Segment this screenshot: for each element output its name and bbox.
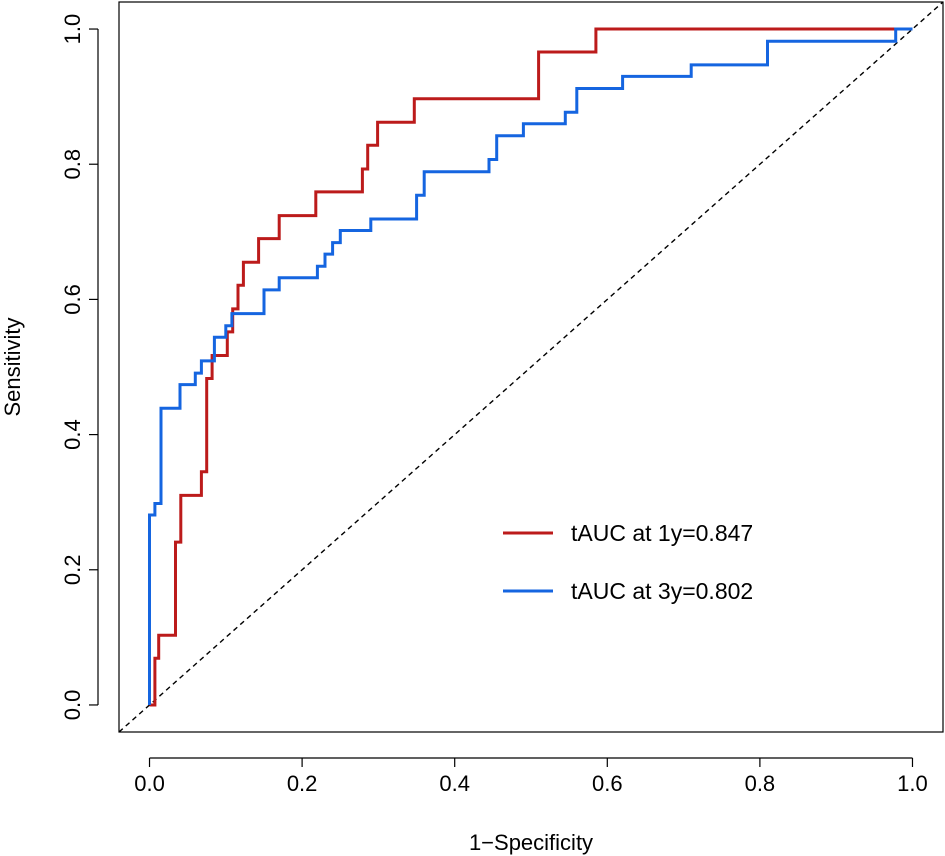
x-tick-label: 0.0 — [134, 771, 165, 796]
y-tick-label: 0.0 — [60, 690, 85, 721]
plot-area — [118, 1, 944, 733]
x-tick-label: 1.0 — [897, 771, 928, 796]
legend-label-3y: tAUC at 3y=0.802 — [571, 578, 753, 604]
legend-label-1y: tAUC at 1y=0.847 — [571, 520, 753, 546]
y-axis-title: Sensitivity — [0, 317, 25, 416]
x-tick-label: 0.6 — [592, 771, 623, 796]
y-tick-label: 0.2 — [60, 554, 85, 585]
roc-curve-1y — [149, 27, 913, 707]
reference-diagonal — [118, 1, 944, 733]
y-tick-label: 0.4 — [60, 419, 85, 450]
y-tick-label: 1.0 — [60, 14, 85, 45]
roc-curve-3y — [148, 27, 913, 705]
y-tick-label: 0.8 — [60, 149, 85, 180]
y-tick-label: 0.6 — [60, 284, 85, 315]
legend: tAUC at 1y=0.847 tAUC at 3y=0.802 — [503, 520, 753, 604]
x-tick-label: 0.4 — [439, 771, 470, 796]
x-tick-label: 0.8 — [745, 771, 776, 796]
plot-frame — [118, 1, 944, 733]
x-axis-title: 1−Specificity — [469, 830, 593, 855]
x-tick-label: 0.2 — [287, 771, 318, 796]
axes: 0.0 0.2 0.4 0.6 0.8 1.0 0.0 0.2 0.4 0.6 0.8 1.0 — [60, 1, 944, 796]
